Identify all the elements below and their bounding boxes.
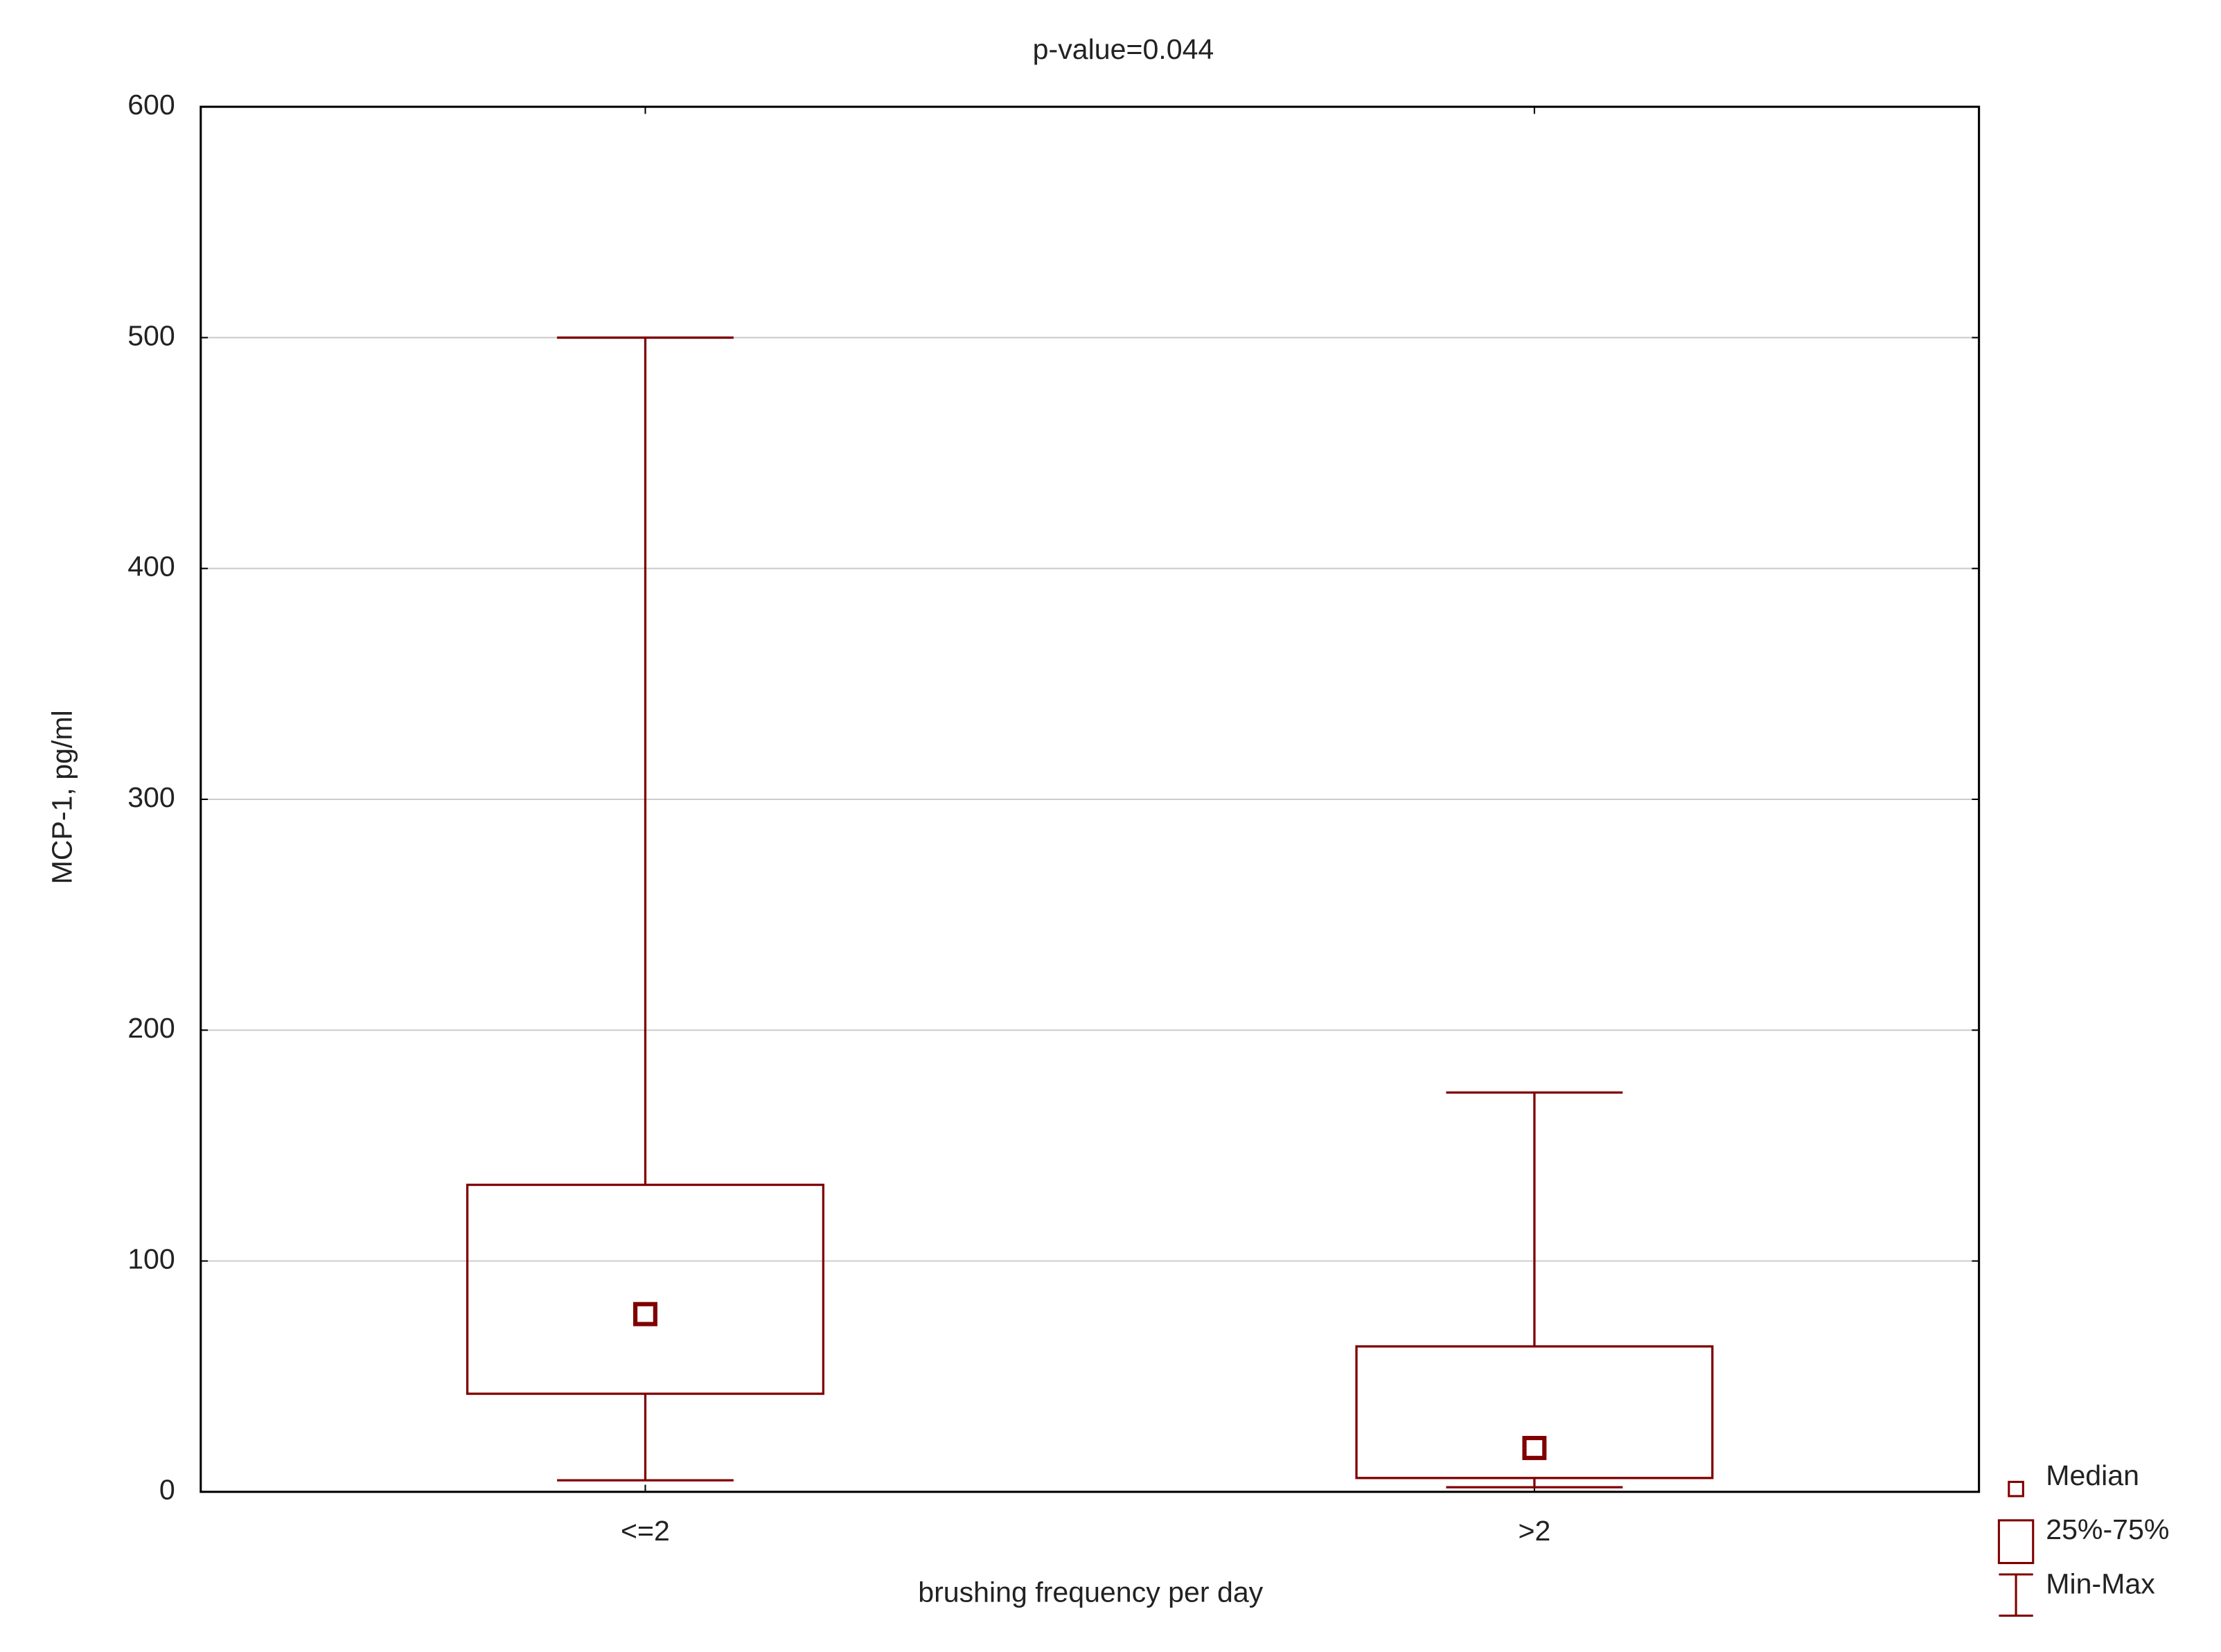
y-tick-label: 400 (127, 551, 175, 583)
box (466, 1183, 825, 1395)
x-axis-label: brushing frequency per day (918, 1576, 1263, 1608)
legend-box-icon (1997, 1519, 2035, 1565)
legend-label: 25%-75% (2046, 1513, 2169, 1545)
plot-frame (200, 105, 1981, 1493)
legend-label: Median (2046, 1459, 2139, 1491)
box (1355, 1345, 1714, 1480)
y-tick-label: 200 (127, 1012, 175, 1044)
x-tick-label: <=2 (621, 1515, 670, 1547)
y-tick-label: 600 (127, 89, 175, 121)
y-tick-label: 500 (127, 319, 175, 351)
y-axis-label: MCP-1, pg/ml (46, 710, 78, 884)
legend-label: Min-Max (2046, 1567, 2155, 1599)
legend-median-icon (2008, 1480, 2024, 1498)
y-tick-label: 100 (127, 1243, 175, 1274)
median-marker (633, 1302, 657, 1326)
chart-title: p-value=0.044 (1033, 33, 1214, 65)
y-tick-label: 0 (159, 1474, 175, 1506)
y-tick-label: 300 (127, 781, 175, 813)
x-tick-label: >2 (1518, 1515, 1550, 1547)
median-marker (1522, 1435, 1547, 1460)
